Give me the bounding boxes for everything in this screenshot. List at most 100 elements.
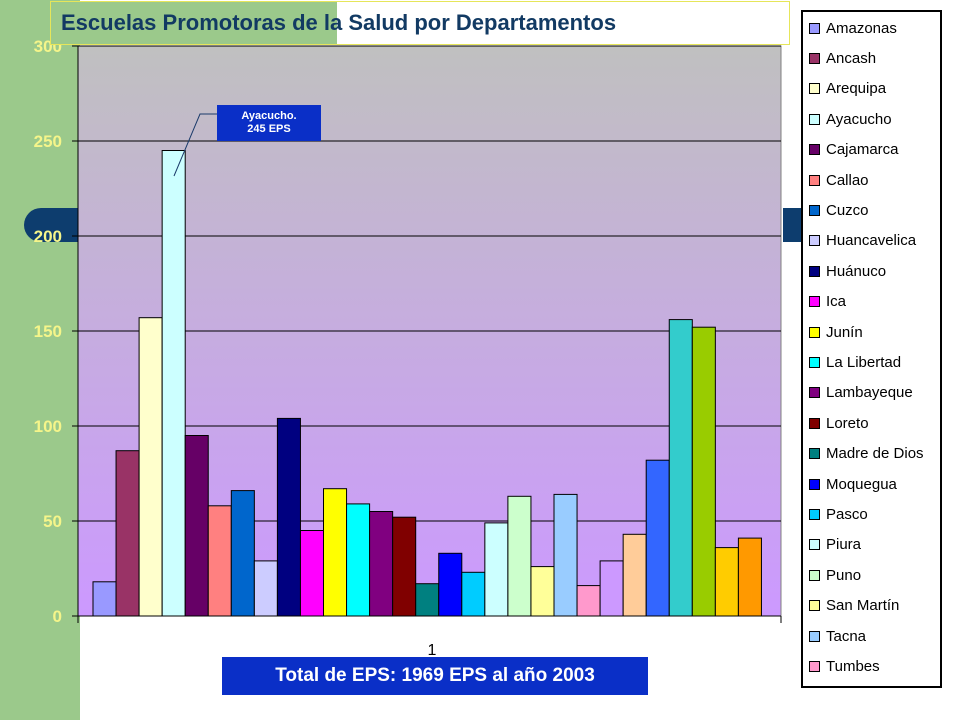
legend-item-lambayeque: Lambayeque xyxy=(809,383,913,403)
bar-tumbes xyxy=(576,585,601,617)
bar-unlabeled-25 xyxy=(645,459,670,617)
bar-san-martin xyxy=(530,566,555,617)
bar-huanuco xyxy=(276,417,301,617)
legend-swatch xyxy=(809,144,820,156)
bar-loreto xyxy=(392,516,417,617)
bar-unlabeled-26 xyxy=(668,319,693,617)
legend-label: Pasco xyxy=(826,505,868,523)
callout-line-2: 245 EPS xyxy=(247,123,291,135)
legend-label: Ayacucho xyxy=(826,110,892,128)
legend-swatch xyxy=(809,448,820,460)
bar-lambayeque xyxy=(369,511,394,617)
bar-cuzco xyxy=(230,490,255,617)
bar-unlabeled-29 xyxy=(737,537,762,617)
legend-label: Cuzco xyxy=(826,201,869,219)
bar-madre-de-dios xyxy=(415,583,440,617)
legend-label: Loreto xyxy=(826,414,869,432)
x-tick-label: 1 xyxy=(428,642,437,659)
legend-swatch xyxy=(809,539,820,551)
legend-item-junin: Junín xyxy=(809,322,863,342)
bars xyxy=(92,150,762,617)
legend-item-ica: Ica xyxy=(809,292,846,312)
bar-callao xyxy=(207,505,232,617)
bar-amazonas xyxy=(92,581,117,617)
y-tick-label: 200 xyxy=(34,227,62,246)
legend-label: Huancavelica xyxy=(826,232,917,250)
legend-item-puno: Puno xyxy=(809,565,861,585)
ayacucho-callout: Ayacucho. 245 EPS xyxy=(217,105,321,141)
bar-cajamarca xyxy=(184,435,209,617)
bar-unlabeled-23 xyxy=(599,560,624,617)
legend-label: San Martín xyxy=(826,597,900,615)
legend-item-huanuco: Huánuco xyxy=(809,261,886,281)
legend-item-tacna: Tacna xyxy=(809,626,866,646)
left-side-band xyxy=(0,0,80,720)
legend-swatch xyxy=(809,83,820,95)
legend-item-arequipa: Arequipa xyxy=(809,79,886,99)
legend-label: Callao xyxy=(826,171,869,189)
legend-swatch xyxy=(809,296,820,308)
legend-swatch xyxy=(809,660,820,672)
legend-label: Madre de Dios xyxy=(826,445,924,463)
legend-item-moquegua: Moquegua xyxy=(809,474,897,494)
legend-swatch xyxy=(809,326,820,338)
legend-item-pasco: Pasco xyxy=(809,504,868,524)
legend-swatch xyxy=(809,387,820,399)
y-tick-label: 0 xyxy=(53,607,62,626)
legend-swatch xyxy=(809,508,820,520)
bar-pasco xyxy=(461,571,486,617)
bar-junin xyxy=(323,488,348,617)
y-tick-label: 100 xyxy=(34,417,62,436)
bar-ancash xyxy=(115,450,140,617)
bar-huancavelica xyxy=(253,560,278,617)
y-tick-label: 150 xyxy=(34,322,62,341)
legend-label: Piura xyxy=(826,536,862,554)
legend-swatch xyxy=(809,478,820,490)
bar-unlabeled-24 xyxy=(622,533,647,617)
chart-legend: Amazonas Ancash Arequipa Ayacucho Cajamarca C… xyxy=(801,10,942,688)
bar-ica xyxy=(299,530,325,617)
legend-item-madre-de-dios: Madre de Dios xyxy=(809,444,924,464)
legend-label: Junín xyxy=(826,323,863,341)
legend-label: Ancash xyxy=(826,49,877,67)
legend-item-piura: Piura xyxy=(809,535,861,555)
legend-item-amazonas: Amazonas xyxy=(809,18,897,38)
legend-swatch xyxy=(809,630,820,642)
callout-line-1: Ayacucho. xyxy=(241,110,297,122)
legend-label: Arequipa xyxy=(826,80,887,98)
bar-puno xyxy=(507,495,532,617)
y-tick-label: 50 xyxy=(43,512,62,531)
legend-swatch xyxy=(809,417,820,429)
legend-swatch xyxy=(809,356,820,368)
legend-swatch xyxy=(809,265,820,277)
bar-tacna xyxy=(553,493,578,617)
title-highlight xyxy=(51,2,337,44)
legend-swatch xyxy=(809,174,820,186)
y-tick-label: 250 xyxy=(34,132,62,151)
legend-label: Moquegua xyxy=(826,475,897,493)
legend-item-callao: Callao xyxy=(809,170,869,190)
legend-label: Tacna xyxy=(826,627,867,645)
chart-title: Escuelas Promotoras de la Salud por Depa… xyxy=(61,10,617,35)
legend-swatch xyxy=(809,113,820,125)
legend-swatch xyxy=(809,600,820,612)
legend-item-la-libertad: La Libertad xyxy=(809,352,901,372)
legend-label: Amazonas xyxy=(826,19,897,37)
right-accent-tab xyxy=(783,208,803,242)
total-eps-banner: Total de EPS: 1969 EPS al año 2003 xyxy=(222,657,648,695)
legend-swatch xyxy=(809,52,820,64)
legend-label: Lambayeque xyxy=(826,384,913,402)
bar-unlabeled-27 xyxy=(691,326,716,617)
legend-item-loreto: Loreto xyxy=(809,413,869,433)
legend-item-san-martin: San Martín xyxy=(809,596,899,616)
callout-leader-line xyxy=(173,113,217,177)
chart-title-box: Escuelas Promotoras de la Salud por Depa… xyxy=(50,1,790,45)
bar-moquegua xyxy=(438,552,463,617)
legend-item-cajamarca: Cajamarca xyxy=(809,140,899,160)
legend-item-cuzco: Cuzco xyxy=(809,200,869,220)
bar-unlabeled-28 xyxy=(714,547,739,617)
bar-ayacucho xyxy=(161,150,186,617)
legend-label: Ica xyxy=(826,293,847,311)
